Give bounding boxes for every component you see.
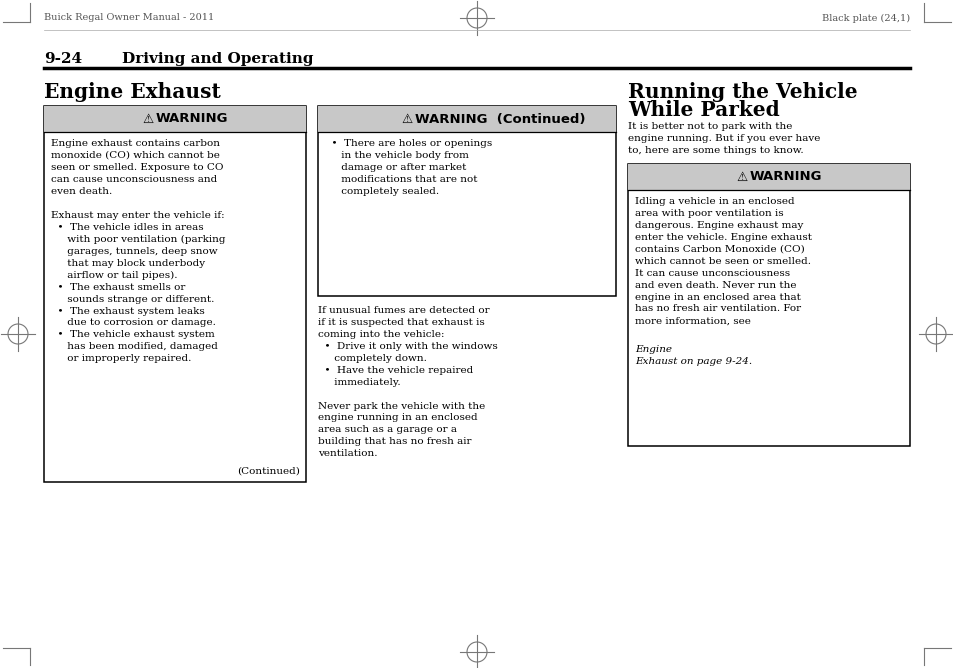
- Bar: [627, 164, 909, 446]
- Bar: [317, 106, 616, 296]
- Text: While Parked: While Parked: [627, 100, 779, 120]
- Text: It is better not to park with the
engine running. But if you ever have
to, here : It is better not to park with the engine…: [627, 122, 820, 155]
- Text: Engine
Exhaust on page 9-24.: Engine Exhaust on page 9-24.: [635, 345, 751, 366]
- Text: •  There are holes or openings
     in the vehicle body from
     damage or afte: • There are holes or openings in the veh…: [325, 139, 492, 196]
- Text: Running the Vehicle: Running the Vehicle: [627, 82, 857, 102]
- Text: Engine Exhaust: Engine Exhaust: [44, 82, 220, 102]
- Text: If unusual fumes are detected or
if it is suspected that exhaust is
coming into : If unusual fumes are detected or if it i…: [317, 306, 497, 458]
- Text: ⚠: ⚠: [401, 112, 413, 126]
- Bar: [44, 106, 306, 132]
- Text: Black plate (24,1): Black plate (24,1): [821, 13, 909, 23]
- Text: Buick Regal Owner Manual - 2011: Buick Regal Owner Manual - 2011: [44, 13, 214, 23]
- Bar: [44, 106, 306, 482]
- Text: 9-24: 9-24: [44, 52, 82, 66]
- Text: Driving and Operating: Driving and Operating: [122, 52, 314, 66]
- Text: WARNING  (Continued): WARNING (Continued): [415, 112, 585, 126]
- Text: WARNING: WARNING: [749, 170, 821, 184]
- Text: WARNING: WARNING: [155, 112, 228, 126]
- Text: ⚠: ⚠: [736, 170, 747, 184]
- Bar: [627, 164, 909, 190]
- Text: (Continued): (Continued): [237, 467, 299, 476]
- Bar: [317, 106, 616, 132]
- Text: ⚠: ⚠: [142, 112, 153, 126]
- Text: Idling a vehicle in an enclosed
area with poor ventilation is
dangerous. Engine : Idling a vehicle in an enclosed area wit…: [635, 197, 811, 325]
- Text: Engine exhaust contains carbon
monoxide (CO) which cannot be
seen or smelled. Ex: Engine exhaust contains carbon monoxide …: [51, 139, 225, 363]
